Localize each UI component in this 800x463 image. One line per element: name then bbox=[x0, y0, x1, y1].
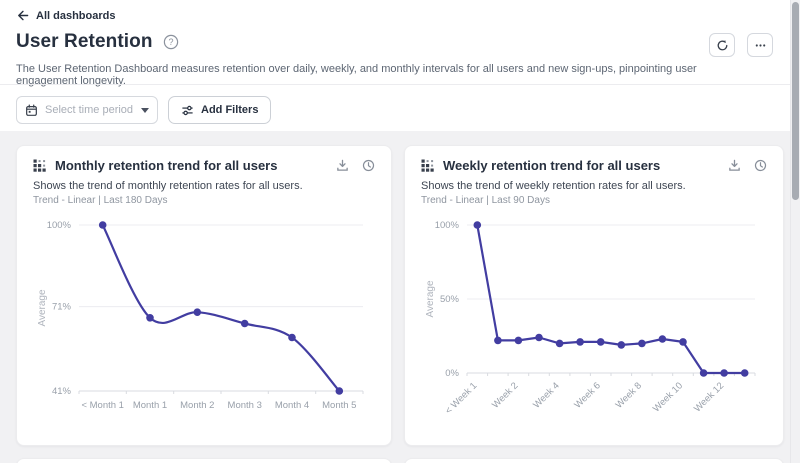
card-title: Weekly retention trend for all users bbox=[443, 158, 661, 173]
x-tick-label: Week 4 bbox=[531, 380, 561, 410]
card-meta: Trend - Linear | Last 180 Days bbox=[33, 195, 168, 206]
more-options-button[interactable] bbox=[747, 33, 773, 57]
calendar-icon bbox=[26, 104, 37, 116]
scrollbar-track[interactable] bbox=[790, 0, 800, 463]
data-point bbox=[679, 338, 687, 346]
card-title: Monthly retention trend for all users bbox=[55, 158, 278, 173]
header-divider bbox=[0, 84, 790, 85]
download-icon[interactable] bbox=[728, 159, 741, 172]
y-axis-name: Average bbox=[425, 280, 436, 318]
card-subtitle: Shows the trend of monthly retention rat… bbox=[33, 180, 303, 192]
x-tick-label: Month 5 bbox=[322, 400, 356, 411]
data-point bbox=[555, 339, 564, 348]
x-tick-label: < Month 1 bbox=[81, 400, 124, 411]
x-tick-label: Month 3 bbox=[228, 400, 262, 411]
download-icon[interactable] bbox=[336, 159, 349, 172]
data-point bbox=[98, 221, 107, 229]
card-meta: Trend - Linear | Last 90 Days bbox=[421, 195, 550, 206]
x-tick-label: Week 12 bbox=[692, 380, 726, 414]
y-tick-label: 71% bbox=[52, 302, 72, 313]
chart-card-peek bbox=[16, 458, 392, 463]
y-tick-label: 0% bbox=[445, 368, 459, 379]
data-point bbox=[699, 369, 708, 377]
data-point bbox=[335, 387, 344, 395]
y-axis-name: Average bbox=[37, 289, 48, 327]
data-point bbox=[617, 341, 626, 349]
history-clock-icon[interactable] bbox=[362, 159, 375, 172]
x-tick-label: Month 4 bbox=[275, 400, 309, 411]
y-tick-label: 100% bbox=[47, 220, 72, 231]
data-point bbox=[596, 338, 605, 346]
data-point bbox=[658, 335, 667, 343]
data-point bbox=[720, 369, 728, 377]
data-point bbox=[193, 308, 202, 316]
help-icon[interactable]: ? bbox=[163, 34, 179, 50]
y-tick-label: 41% bbox=[52, 386, 72, 397]
title-row: User Retention ? bbox=[16, 31, 179, 53]
data-point bbox=[638, 339, 646, 348]
x-tick-label: Week 2 bbox=[490, 380, 520, 410]
x-tick-label: < Week 1 bbox=[443, 380, 479, 416]
page-title: User Retention bbox=[16, 31, 153, 52]
x-tick-label: Week 6 bbox=[572, 380, 602, 410]
data-point bbox=[494, 336, 502, 345]
add-filters-label: Add Filters bbox=[201, 104, 259, 116]
time-period-placeholder: Select time period bbox=[45, 104, 134, 116]
refresh-button[interactable] bbox=[709, 33, 735, 57]
data-point bbox=[288, 333, 296, 342]
back-arrow-icon bbox=[18, 10, 29, 21]
back-link[interactable]: All dashboards bbox=[16, 9, 115, 22]
data-point bbox=[514, 336, 523, 345]
refresh-icon bbox=[717, 39, 727, 50]
trend-line bbox=[101, 224, 341, 392]
ellipsis-icon bbox=[755, 43, 765, 47]
data-point bbox=[740, 369, 749, 377]
data-point bbox=[473, 221, 482, 229]
data-point bbox=[240, 319, 249, 328]
scrollbar-thumb[interactable] bbox=[792, 2, 799, 200]
line-chart-weekly[interactable]: 100% 50% 0% Average < Week 1 Week 2 Week 4 Week… bbox=[421, 211, 767, 428]
add-filters-button[interactable]: Add Filters bbox=[168, 96, 272, 124]
data-point bbox=[576, 338, 584, 346]
history-clock-icon[interactable] bbox=[754, 159, 767, 172]
line-chart-monthly[interactable]: 100% 71% 41% Average < Month 1 Month 1 Month 2… bbox=[33, 211, 375, 428]
back-link-label: All dashboards bbox=[36, 9, 116, 22]
x-tick-label: Week 8 bbox=[614, 380, 644, 410]
filter-bar: Select time period Add Filters bbox=[16, 96, 272, 124]
y-tick-label: 100% bbox=[435, 220, 460, 231]
y-tick-label: 50% bbox=[440, 294, 460, 305]
x-tick-label: Week 10 bbox=[651, 380, 685, 414]
data-point bbox=[535, 333, 543, 342]
cohort-grid-icon bbox=[33, 159, 46, 172]
x-tick-label: Month 1 bbox=[133, 400, 167, 411]
cohort-grid-icon bbox=[421, 159, 434, 172]
svg-text:?: ? bbox=[168, 37, 173, 47]
chart-card-monthly-retention: Monthly retention trend for all users Sh… bbox=[16, 145, 392, 446]
page-header: All dashboards User Retention ? The User… bbox=[0, 0, 790, 131]
chevron-down-icon bbox=[141, 107, 149, 113]
header-actions bbox=[709, 33, 773, 57]
chart-card-peek bbox=[404, 458, 784, 463]
filter-sliders-icon bbox=[182, 105, 193, 115]
dashboard-grid: Monthly retention trend for all users Sh… bbox=[0, 131, 790, 463]
card-subtitle: Shows the trend of weekly retention rate… bbox=[421, 180, 686, 192]
data-point bbox=[146, 314, 154, 322]
chart-card-weekly-retention: Weekly retention trend for all users Sho… bbox=[404, 145, 784, 446]
time-period-select[interactable]: Select time period bbox=[16, 96, 158, 124]
x-tick-label: Month 2 bbox=[180, 400, 214, 411]
